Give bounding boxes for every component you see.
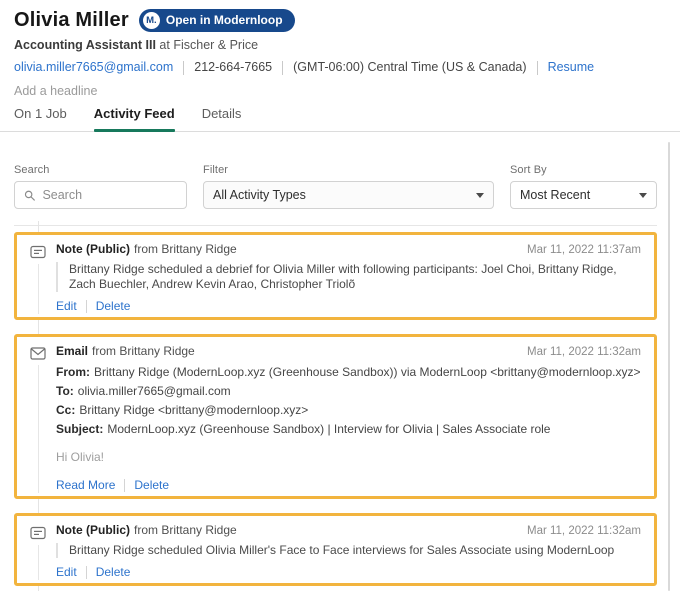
profile-tabs: On 1 Job Activity Feed Details — [0, 103, 680, 132]
email-cc-line: Cc: Brittany Ridge <brittany@modernloop.x… — [56, 401, 641, 420]
email-cc-label: Cc: — [56, 403, 76, 417]
tab-details[interactable]: Details — [201, 106, 242, 121]
search-icon — [24, 190, 35, 201]
timeline-connector — [37, 365, 39, 493]
email-subject-value: ModernLoop.xyz (Greenhouse Sandbox) | In… — [107, 422, 551, 436]
activity-type: Note (Public) — [56, 242, 130, 256]
email-from-line: From: Brittany Ridge (ModernLoop.xyz (Gre… — [56, 363, 641, 382]
candidate-name: Olivia Miller — [14, 8, 129, 31]
candidate-header: Olivia Miller M. Open in Modernloop Acco… — [0, 0, 680, 99]
filter-selected-value: All Activity Types — [213, 188, 306, 202]
open-in-modernloop-label: Open in Modernloop — [165, 13, 283, 27]
sort-by-label: Sort By — [510, 164, 547, 176]
note-icon — [30, 526, 46, 540]
search-input[interactable] — [42, 188, 177, 202]
contact-row: olivia.miller7665@gmail.com 212-664-7665… — [14, 59, 666, 76]
note-body: Brittany Ridge scheduled a debrief for O… — [56, 262, 641, 292]
sort-by-dropdown[interactable]: Most Recent — [510, 181, 657, 209]
activity-type: Email — [56, 344, 89, 358]
scrollbar[interactable] — [668, 142, 670, 591]
activity-card-note-1: Note (Public) from Brittany Ridge Mar 11… — [14, 232, 657, 320]
divider — [85, 565, 87, 579]
add-headline-field[interactable]: Add a headline — [14, 84, 98, 98]
candidate-phone: 212-664-7665 — [194, 60, 273, 74]
email-cc-value: Brittany Ridge <brittany@modernloop.xyz> — [79, 403, 309, 417]
read-more-button[interactable]: Read More — [56, 478, 116, 492]
divider — [124, 478, 126, 492]
email-to-line: To: olivia.miller7665@gmail.com — [56, 382, 641, 401]
job-title: Accounting Assistant III — [14, 38, 156, 52]
email-subject-line: Subject: ModernLoop.xyz (Greenhouse Sandb… — [56, 420, 641, 439]
note-body: Brittany Ridge scheduled Olivia Miller's… — [56, 543, 641, 558]
activity-timestamp: Mar 11, 2022 11:37am — [526, 244, 641, 256]
note-icon — [30, 245, 46, 259]
divider — [536, 60, 538, 75]
delete-button[interactable]: Delete — [95, 565, 131, 579]
job-connector: at — [159, 38, 170, 52]
activity-timestamp: Mar 11, 2022 11:32am — [526, 525, 641, 537]
divider — [85, 299, 87, 313]
company-name: Fischer & Price — [173, 38, 259, 52]
chevron-down-icon — [639, 192, 647, 198]
email-subject-label: Subject: — [56, 422, 104, 436]
tab-activity-feed[interactable]: Activity Feed — [93, 103, 175, 132]
filter-label: Filter — [203, 164, 229, 176]
open-in-modernloop-button[interactable]: M. Open in Modernloop — [138, 8, 295, 32]
feed-divider — [14, 225, 657, 226]
email-to-value: olivia.miller7665@gmail.com — [77, 384, 231, 398]
filter-dropdown[interactable]: All Activity Types — [203, 181, 494, 209]
email-preview: Hi Olivia! — [56, 450, 105, 464]
modernloop-logo-icon: M. — [142, 11, 160, 29]
email-to-label: To: — [56, 384, 74, 398]
candidate-email-link[interactable]: olivia.miller7665@gmail.com — [14, 60, 174, 74]
timeline-connector — [37, 545, 39, 580]
tab-on-1-job[interactable]: On 1 Job — [14, 106, 67, 121]
activity-byline: from Brittany Ridge — [92, 344, 195, 358]
activity-card-note-2: Note (Public) from Brittany Ridge Mar 11… — [14, 513, 657, 586]
delete-button[interactable]: Delete — [134, 478, 170, 492]
delete-button[interactable]: Delete — [95, 299, 131, 313]
email-from-label: From: — [56, 365, 90, 379]
activity-byline: from Brittany Ridge — [134, 523, 237, 537]
search-label: Search — [14, 164, 50, 176]
activity-timestamp: Mar 11, 2022 11:32am — [526, 346, 641, 358]
search-input-box[interactable] — [14, 181, 187, 209]
divider — [183, 60, 185, 75]
feed-controls: Search Filter All Activity Types Sort By… — [0, 164, 680, 209]
edit-button[interactable]: Edit — [56, 299, 77, 313]
resume-link[interactable]: Resume — [547, 60, 595, 74]
candidate-timezone: (GMT-06:00) Central Time (US & Canada) — [293, 60, 527, 74]
activity-card-email: Email from Brittany Ridge Mar 11, 2022 1… — [14, 334, 657, 499]
divider — [282, 60, 284, 75]
edit-button[interactable]: Edit — [56, 565, 77, 579]
activity-type: Note (Public) — [56, 523, 130, 537]
chevron-down-icon — [476, 192, 484, 198]
email-from-value: Brittany Ridge (ModernLoop.xyz (Greenhou… — [94, 365, 641, 379]
timeline-connector — [37, 264, 39, 314]
sort-selected-value: Most Recent — [520, 188, 591, 202]
email-icon — [30, 347, 46, 360]
activity-feed: Note (Public) from Brittany Ridge Mar 11… — [14, 232, 657, 586]
activity-byline: from Brittany Ridge — [134, 242, 237, 256]
candidate-role: Accounting Assistant III at Fischer & Pr… — [14, 37, 666, 53]
